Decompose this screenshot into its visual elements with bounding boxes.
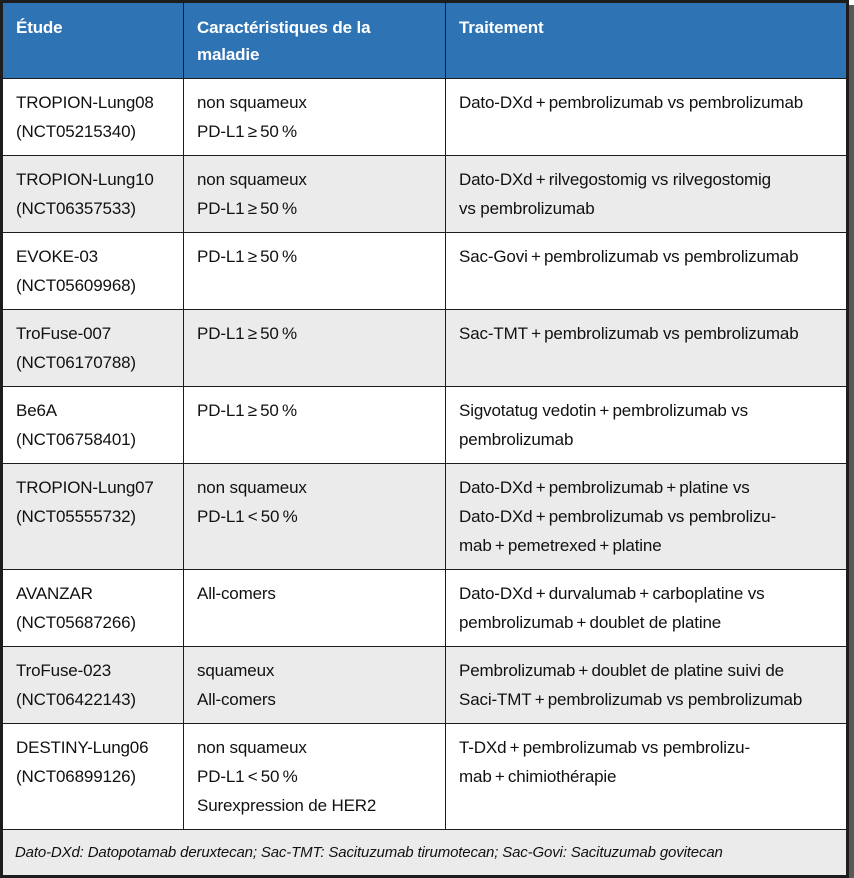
column-header-caracteristiques: Caractéristiques de la maladie (183, 2, 446, 79)
study-cell: AVANZAR (NCT05687266) (2, 569, 184, 647)
disease-cell: PD-L1 ≥ 50 % (183, 386, 446, 464)
disease-cell: PD-L1 ≥ 50 % (183, 309, 446, 387)
disease-cell: PD-L1 ≥ 50 % (183, 232, 446, 310)
table-row-avanzar: AVANZAR (NCT05687266) All-comers Dato-DX… (2, 569, 847, 647)
disease-cell: non squameux PD-L1 < 50 % (183, 463, 446, 570)
disease-cell: squameux All-comers (183, 646, 446, 724)
table-row-trofuse-007: TroFuse-007 (NCT06170788) PD-L1 ≥ 50 % S… (2, 309, 847, 387)
abbreviations-footnote: Dato-DXd: Datopotamab deruxtecan; Sac-TM… (2, 829, 847, 876)
study-cell: TroFuse-007 (NCT06170788) (2, 309, 184, 387)
treatment-cell: Dato-DXd + pembrolizumab + platine vs Da… (445, 463, 847, 570)
study-cell: TroFuse-023 (NCT06422143) (2, 646, 184, 724)
treatment-cell: Dato-DXd + rilvegostomig vs rilvegostomi… (445, 155, 847, 233)
study-cell: DESTINY-Lung06 (NCT06899126) (2, 723, 184, 830)
table-row-trofuse-023: TroFuse-023 (NCT06422143) squameux All-c… (2, 646, 847, 724)
table-row-evoke-03: EVOKE-03 (NCT05609968) PD-L1 ≥ 50 % Sac-… (2, 232, 847, 310)
table-row-be6a: Be6A (NCT06758401) PD-L1 ≥ 50 % Sigvotat… (2, 386, 847, 464)
treatment-cell: Sac-Govi + pembrolizumab vs pembrolizuma… (445, 232, 847, 310)
disease-cell: non squameux PD-L1 ≥ 50 % (183, 155, 446, 233)
study-cell: EVOKE-03 (NCT05609968) (2, 232, 184, 310)
disease-cell: non squameux PD-L1 < 50 % Surexpression … (183, 723, 446, 830)
disease-cell: non squameux PD-L1 ≥ 50 % (183, 78, 446, 156)
disease-cell: All-comers (183, 569, 446, 647)
table-footer: Dato-DXd: Datopotamab deruxtecan; Sac-TM… (2, 829, 847, 876)
treatment-cell: Dato-DXd + durvalumab + carboplatine vs … (445, 569, 847, 647)
study-cell: Be6A (NCT06758401) (2, 386, 184, 464)
column-header-etude: Étude (2, 2, 184, 79)
table-row-destiny-lung06: DESTINY-Lung06 (NCT06899126) non squameu… (2, 723, 847, 830)
footnote-row: Dato-DXd: Datopotamab deruxtecan; Sac-TM… (2, 829, 847, 876)
table-body: TROPION-Lung08 (NCT05215340) non squameu… (2, 78, 847, 830)
treatment-cell: Sac-TMT + pembrolizumab vs pembrolizumab (445, 309, 847, 387)
study-cell: TROPION-Lung10 (NCT06357533) (2, 155, 184, 233)
treatment-cell: Pembrolizumab + doublet de platine suivi… (445, 646, 847, 724)
treatment-cell: T-DXd + pembrolizumab vs pembrolizu- mab… (445, 723, 847, 830)
table-row-tropion-lung07: TROPION-Lung07 (NCT05555732) non squameu… (2, 463, 847, 570)
treatment-cell: Sigvotatug vedotin + pembrolizumab vs pe… (445, 386, 847, 464)
study-cell: TROPION-Lung08 (NCT05215340) (2, 78, 184, 156)
table-row-tropion-lung10: TROPION-Lung10 (NCT06357533) non squameu… (2, 155, 847, 233)
table-header: Étude Caractéristiques de la maladie Tra… (2, 2, 847, 79)
treatment-cell: Dato-DXd + pembrolizumab vs pembrolizuma… (445, 78, 847, 156)
study-cell: TROPION-Lung07 (NCT05555732) (2, 463, 184, 570)
header-row: Étude Caractéristiques de la maladie Tra… (2, 2, 847, 79)
table-row-tropion-lung08: TROPION-Lung08 (NCT05215340) non squameu… (2, 78, 847, 156)
column-header-traitement: Traitement (445, 2, 847, 79)
